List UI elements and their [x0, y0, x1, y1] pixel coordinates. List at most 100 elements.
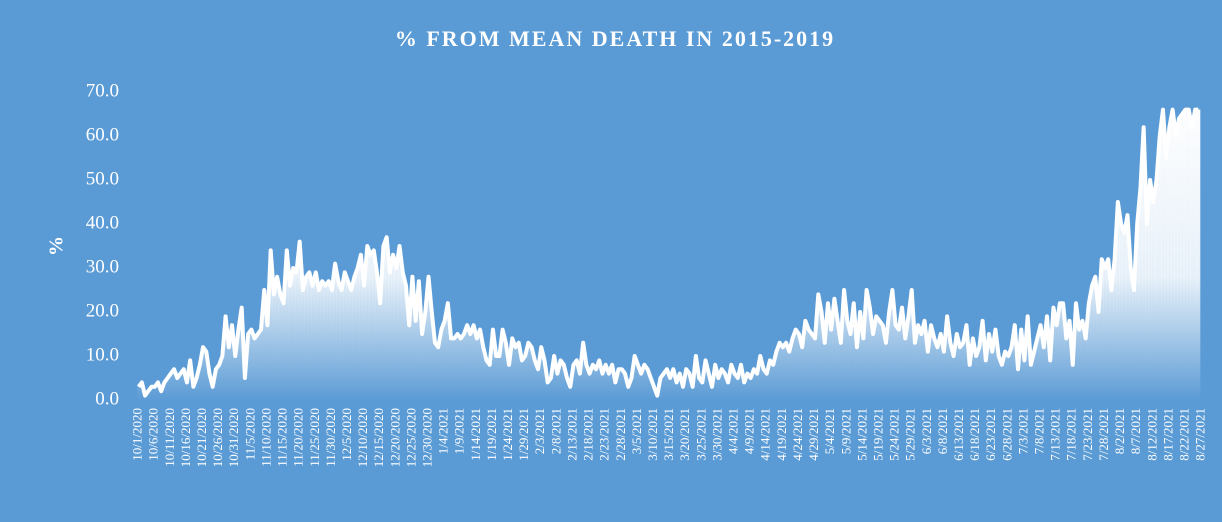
bar [536, 369, 540, 400]
x-tick-label: 5/4/2021 [822, 408, 837, 454]
bar [159, 391, 164, 400]
bar [256, 334, 260, 400]
y-tick-label: 50.0 [86, 168, 119, 189]
bar [961, 342, 966, 400]
bar [1074, 303, 1078, 400]
x-tick-label: 6/13/2021 [951, 408, 966, 461]
bar [223, 316, 228, 400]
x-tick-label: 11/10/2020 [258, 408, 273, 467]
bar [587, 373, 592, 400]
bar [227, 347, 231, 400]
x-tick-label: 8/17/2021 [1160, 408, 1175, 461]
bar [252, 338, 257, 400]
x-tick-label: 3/10/2021 [645, 408, 660, 461]
bar [1087, 303, 1091, 400]
bar [861, 338, 866, 400]
bar [623, 373, 627, 400]
chart-title: % FROM MEAN DEATH IN 2015-2019 [395, 26, 835, 51]
bar [636, 364, 640, 400]
x-tick-label: 3/5/2021 [629, 408, 644, 454]
bar [700, 382, 705, 400]
bar [330, 290, 334, 400]
bar [494, 356, 499, 400]
bar [729, 364, 734, 400]
bar [958, 347, 962, 400]
bar [343, 272, 347, 400]
bar [613, 382, 618, 400]
bar [816, 294, 821, 400]
x-tick-label: 5/24/2021 [887, 408, 902, 461]
bar [1167, 127, 1172, 400]
y-tick-label: 40.0 [86, 212, 119, 233]
bar [249, 329, 254, 400]
bar [803, 320, 808, 400]
bar [188, 360, 193, 400]
bar [903, 338, 908, 400]
bar [526, 342, 531, 400]
bar [1145, 224, 1149, 400]
bar [336, 281, 341, 400]
x-tick-label: 5/29/2021 [903, 408, 918, 461]
x-tick-label: 11/15/2020 [275, 408, 290, 467]
y-tick-label: 0.0 [95, 388, 119, 409]
x-tick-label: 10/16/2020 [178, 408, 193, 467]
bar [207, 373, 212, 400]
bar [887, 312, 892, 400]
bar [1142, 127, 1146, 400]
bar [745, 373, 750, 400]
bar [855, 347, 859, 400]
bar [288, 285, 292, 400]
bar [1019, 329, 1024, 400]
bar [1103, 268, 1107, 400]
bar [993, 329, 998, 400]
bar [645, 369, 650, 400]
bar [259, 329, 263, 400]
bar [381, 246, 386, 400]
x-tick-label: 6/8/2021 [935, 408, 950, 454]
bar [913, 342, 917, 400]
bar [922, 320, 927, 400]
bar [571, 364, 576, 400]
bar [926, 351, 930, 400]
bar [301, 290, 305, 400]
bar [404, 285, 408, 400]
bar [375, 272, 379, 400]
bar [707, 373, 711, 400]
x-tick-label: 6/18/2021 [967, 408, 982, 461]
bar [1135, 224, 1140, 400]
bar [633, 356, 637, 400]
bar [220, 356, 225, 400]
bar [868, 307, 872, 400]
bar [388, 272, 392, 400]
x-tick-label: 3/25/2021 [693, 408, 708, 461]
bar [356, 268, 360, 400]
bar [1077, 329, 1082, 400]
bar [153, 386, 157, 400]
bar [504, 342, 508, 400]
bar [778, 342, 782, 400]
bar [1180, 114, 1185, 400]
bar [542, 360, 547, 400]
bar [191, 386, 196, 400]
bar [720, 369, 724, 400]
bar [194, 378, 199, 400]
bar [294, 272, 299, 400]
x-tick-label: 10/1/2020 [130, 408, 145, 461]
bar [771, 364, 776, 400]
bar [365, 246, 370, 400]
x-tick-label: 12/10/2020 [355, 408, 370, 467]
bar [752, 369, 756, 400]
x-tick-label: 8/27/2021 [1193, 408, 1208, 461]
bar [1026, 316, 1030, 400]
bar [385, 237, 389, 400]
bar [246, 334, 251, 400]
x-tick-label: 7/28/2021 [1096, 408, 1111, 461]
bar [430, 312, 434, 400]
bar [378, 303, 383, 400]
bar [281, 303, 286, 400]
x-tick-label: 1/19/2021 [484, 408, 499, 461]
bar [655, 395, 660, 400]
bar [1116, 202, 1120, 400]
